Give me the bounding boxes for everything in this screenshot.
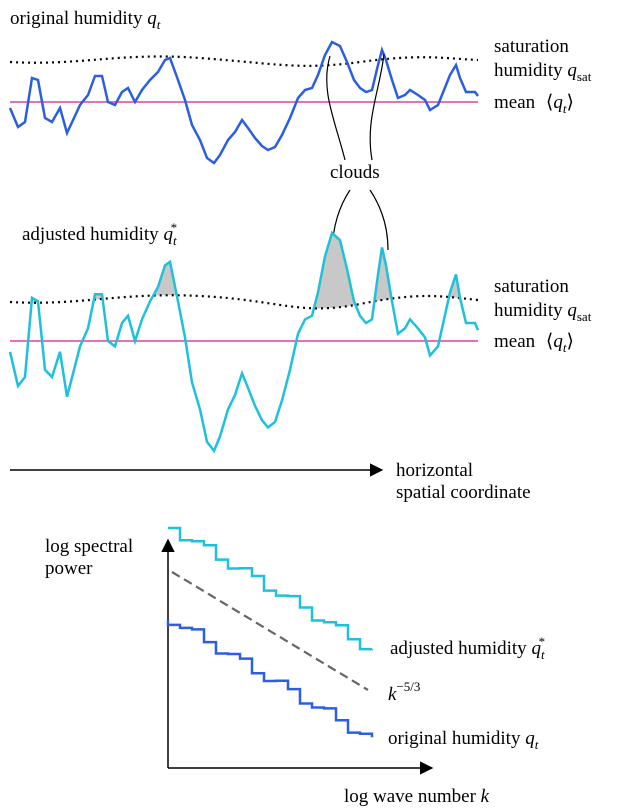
subscript: t <box>563 340 567 355</box>
subscript: sat <box>577 309 592 324</box>
symbol: q <box>567 300 577 321</box>
label: adjusted humidity <box>22 224 159 245</box>
symbol: k <box>388 684 397 705</box>
exponent: −5/3 <box>396 679 420 694</box>
label: adjusted humidity <box>390 638 527 659</box>
bracket: ⟩ <box>566 331 573 352</box>
bracket: ⟨ <box>546 92 553 113</box>
label: mean <box>494 92 536 113</box>
label: original humidity <box>388 728 521 749</box>
saturation-line <box>9 55 479 67</box>
label: humidity <box>494 60 563 81</box>
bracket: ⟨ <box>546 331 553 352</box>
symbol: q <box>525 728 535 749</box>
saturation-label: saturation <box>494 36 569 57</box>
subscript: t <box>563 101 567 116</box>
x-axis-label: log wave number k <box>344 786 490 807</box>
slope-label: k−5/3 <box>388 679 420 705</box>
symbol: q <box>163 224 173 245</box>
bracket: ⟩ <box>566 92 573 113</box>
symbol: q <box>147 8 157 29</box>
symbol: q <box>531 638 541 659</box>
mean-label: mean ⟨qt⟩ <box>494 92 574 116</box>
label: mean <box>494 331 536 352</box>
label: humidity <box>494 300 563 321</box>
slope-line <box>171 571 369 691</box>
saturation-line <box>9 294 479 310</box>
spectrum-label: original humidity qt <box>388 728 539 752</box>
y-axis-label: power <box>45 558 93 579</box>
symbol: q <box>553 92 563 113</box>
subscript: t <box>541 647 545 662</box>
symbol: q <box>553 331 563 352</box>
title-top: original humidity qt <box>10 8 161 32</box>
axis-label: spatial coordinate <box>396 482 531 503</box>
saturation-label: humidity qsat <box>494 60 592 84</box>
axis-label: horizontal <box>396 460 473 481</box>
humidity-curve <box>8 230 480 454</box>
spectrum-label: adjusted humidity qt* <box>390 634 545 662</box>
symbol: q <box>567 60 577 81</box>
humidity-curve <box>8 40 479 165</box>
subscript: t <box>157 17 161 32</box>
spectrum-adjusted <box>168 526 374 651</box>
cloud-area <box>10 233 478 309</box>
subscript: sat <box>577 69 592 84</box>
superscript: * <box>171 220 178 235</box>
subscript: t <box>535 737 539 752</box>
y-axis-label: log spectral <box>45 536 133 557</box>
mean-label: mean ⟨qt⟩ <box>494 331 574 355</box>
label: log wave number <box>344 786 477 807</box>
saturation-label: saturation <box>494 276 569 297</box>
subscript: t <box>173 233 177 248</box>
label: original humidity <box>10 8 143 29</box>
clouds-label: clouds <box>330 162 380 183</box>
symbol: k <box>481 786 490 807</box>
superscript: * <box>539 634 546 649</box>
title-mid: adjusted humidity qt* <box>22 220 177 248</box>
spectrum-original <box>166 620 374 738</box>
saturation-label: humidity qsat <box>494 300 592 324</box>
